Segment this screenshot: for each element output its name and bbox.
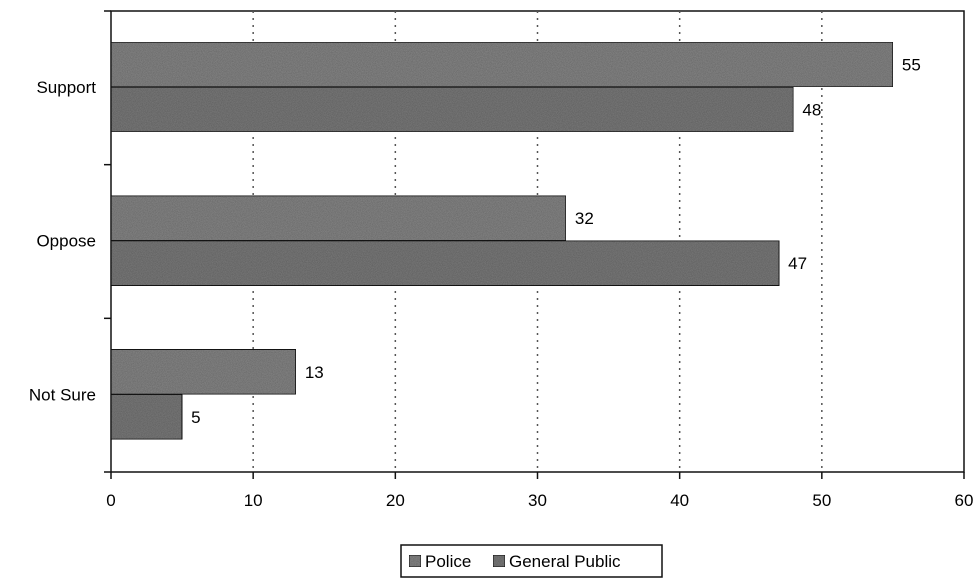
value-label-police-not-sure: 13 — [305, 363, 324, 382]
category-label-not-sure: Not Sure — [29, 385, 96, 404]
legend-label-police: Police — [425, 552, 471, 571]
bar-labels: 55 32 13 48 47 5 — [191, 56, 921, 427]
category-label-oppose: Oppose — [36, 232, 96, 251]
bar-police-oppose — [110, 195, 567, 242]
bar-general-public-support — [110, 86, 795, 133]
x-tick-label-10: 10 — [244, 491, 263, 510]
bar-general-public-oppose — [110, 240, 780, 287]
legend: Police General Public — [400, 544, 663, 578]
legend-swatch-general-public — [492, 554, 506, 568]
bar-police-not-sure — [110, 348, 297, 395]
x-tick-label-60: 60 — [955, 491, 974, 510]
x-tick-label-40: 40 — [670, 491, 689, 510]
value-label-general-public-oppose: 47 — [788, 254, 807, 273]
x-tick-label-20: 20 — [386, 491, 405, 510]
bars — [110, 41, 894, 440]
x-tick-label-30: 30 — [528, 491, 547, 510]
bar-general-public-not-sure — [110, 393, 183, 440]
bar-police-support — [110, 41, 894, 88]
x-tick-label-50: 50 — [812, 491, 831, 510]
value-label-police-oppose: 32 — [575, 209, 594, 228]
legend-swatch-police — [408, 554, 422, 568]
category-label-support: Support — [36, 78, 96, 97]
x-axis: 0 10 20 30 40 50 60 — [106, 472, 973, 510]
value-label-general-public-not-sure: 5 — [191, 408, 200, 427]
legend-box — [400, 544, 663, 578]
x-tick-label-0: 0 — [106, 491, 115, 510]
legend-label-general-public: General Public — [509, 552, 621, 571]
value-label-general-public-support: 48 — [802, 101, 821, 120]
value-label-police-support: 55 — [902, 56, 921, 75]
y-axis: Support Oppose Not Sure — [29, 10, 111, 473]
